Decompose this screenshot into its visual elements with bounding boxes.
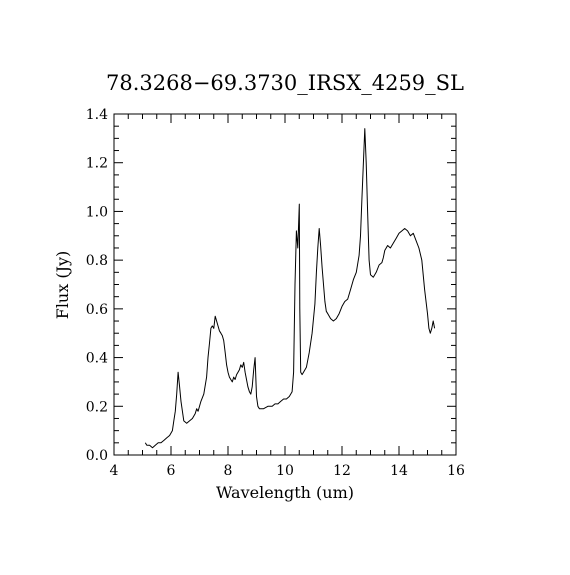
x-tick-label: 4 xyxy=(110,463,119,479)
axes-frame xyxy=(113,113,457,456)
x-tick-label: 6 xyxy=(167,463,176,479)
y-tick-label: 1.0 xyxy=(86,204,108,220)
y-tick-label: 0.4 xyxy=(86,351,108,367)
x-tick-label: 14 xyxy=(390,463,408,479)
y-axis-label: Flux (Jy) xyxy=(53,251,72,320)
y-tick-label: 0.0 xyxy=(86,448,108,464)
x-tick-label: 8 xyxy=(224,463,233,479)
axis-tick-labels: 4 6 8 10 12 14 16 0.0 0.2 0.4 0.6 0.8 1.0 1.2 1.4 xyxy=(86,107,465,479)
axis-ticks xyxy=(113,113,457,456)
spectrum-line xyxy=(144,128,436,449)
x-axis-label: Wavelength (um) xyxy=(216,483,354,502)
y-tick-label: 0.6 xyxy=(86,302,108,318)
plot-frame xyxy=(113,113,457,456)
chart-title: 78.3268−69.3730_IRSX_4259_SL xyxy=(106,71,464,95)
x-tick-label: 16 xyxy=(447,463,465,479)
y-tick-label: 0.8 xyxy=(86,253,108,269)
data-series xyxy=(144,128,436,449)
x-tick-label: 10 xyxy=(276,463,294,479)
y-tick-label: 1.2 xyxy=(86,156,108,172)
y-tick-label: 0.2 xyxy=(86,399,108,415)
y-tick-label: 1.4 xyxy=(86,107,108,123)
x-tick-label: 12 xyxy=(333,463,351,479)
